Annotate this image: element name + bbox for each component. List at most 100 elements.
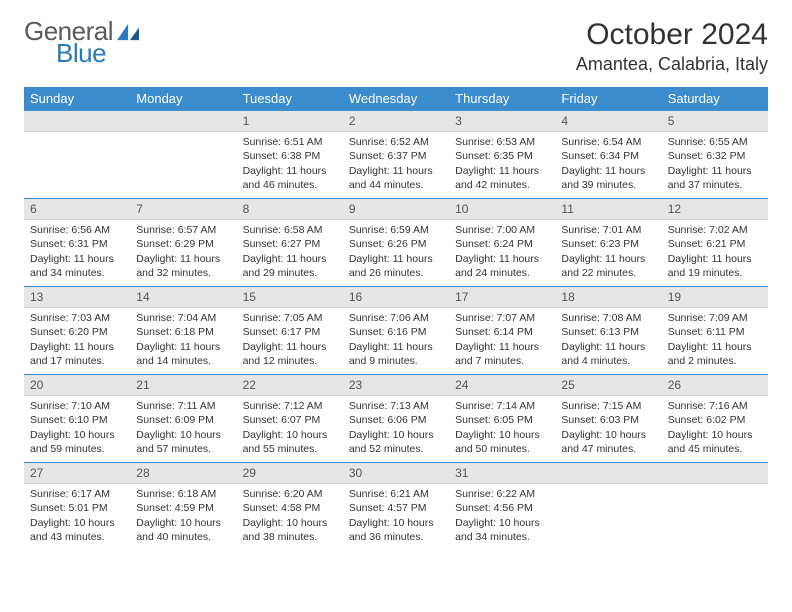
sunrise-text: Sunrise: 7:07 AM xyxy=(455,311,549,325)
day-info: Sunrise: 7:00 AMSunset: 6:24 PMDaylight:… xyxy=(449,220,555,284)
sunrise-text: Sunrise: 6:59 AM xyxy=(349,223,443,237)
sunrise-text: Sunrise: 7:02 AM xyxy=(668,223,762,237)
calendar-cell: 28Sunrise: 6:18 AMSunset: 4:59 PMDayligh… xyxy=(130,462,236,550)
daylight-text: Daylight: 10 hours and 45 minutes. xyxy=(668,428,762,456)
calendar-cell: 25Sunrise: 7:15 AMSunset: 6:03 PMDayligh… xyxy=(555,374,661,462)
day-number: 5 xyxy=(662,110,768,132)
sunset-text: Sunset: 6:31 PM xyxy=(30,237,124,251)
sunset-text: Sunset: 6:20 PM xyxy=(30,325,124,339)
calendar-row: 6Sunrise: 6:56 AMSunset: 6:31 PMDaylight… xyxy=(24,198,768,286)
day-number: 29 xyxy=(237,462,343,484)
daylight-text: Daylight: 11 hours and 42 minutes. xyxy=(455,164,549,192)
calendar-cell xyxy=(662,462,768,550)
sunrise-text: Sunrise: 6:20 AM xyxy=(243,487,337,501)
day-number: 23 xyxy=(343,374,449,396)
day-info: Sunrise: 6:57 AMSunset: 6:29 PMDaylight:… xyxy=(130,220,236,284)
day-info: Sunrise: 7:13 AMSunset: 6:06 PMDaylight:… xyxy=(343,396,449,460)
day-info: Sunrise: 6:58 AMSunset: 6:27 PMDaylight:… xyxy=(237,220,343,284)
sunset-text: Sunset: 6:06 PM xyxy=(349,413,443,427)
calendar-cell: 26Sunrise: 7:16 AMSunset: 6:02 PMDayligh… xyxy=(662,374,768,462)
day-info xyxy=(130,132,236,146)
sunrise-text: Sunrise: 6:57 AM xyxy=(136,223,230,237)
calendar-cell: 13Sunrise: 7:03 AMSunset: 6:20 PMDayligh… xyxy=(24,286,130,374)
sunset-text: Sunset: 6:13 PM xyxy=(561,325,655,339)
sunset-text: Sunset: 6:03 PM xyxy=(561,413,655,427)
day-info: Sunrise: 6:22 AMSunset: 4:56 PMDaylight:… xyxy=(449,484,555,548)
calendar-cell: 20Sunrise: 7:10 AMSunset: 6:10 PMDayligh… xyxy=(24,374,130,462)
daylight-text: Daylight: 11 hours and 37 minutes. xyxy=(668,164,762,192)
sunset-text: Sunset: 6:35 PM xyxy=(455,149,549,163)
day-number: 10 xyxy=(449,198,555,220)
day-number xyxy=(662,462,768,484)
day-number: 22 xyxy=(237,374,343,396)
calendar-cell: 17Sunrise: 7:07 AMSunset: 6:14 PMDayligh… xyxy=(449,286,555,374)
sunrise-text: Sunrise: 7:14 AM xyxy=(455,399,549,413)
daylight-text: Daylight: 11 hours and 34 minutes. xyxy=(30,252,124,280)
day-number: 11 xyxy=(555,198,661,220)
calendar-cell: 10Sunrise: 7:00 AMSunset: 6:24 PMDayligh… xyxy=(449,198,555,286)
sunset-text: Sunset: 6:11 PM xyxy=(668,325,762,339)
sunrise-text: Sunrise: 6:51 AM xyxy=(243,135,337,149)
day-info: Sunrise: 6:17 AMSunset: 5:01 PMDaylight:… xyxy=(24,484,130,548)
sunset-text: Sunset: 6:32 PM xyxy=(668,149,762,163)
calendar-cell: 21Sunrise: 7:11 AMSunset: 6:09 PMDayligh… xyxy=(130,374,236,462)
header: GeneralBlue October 2024 Amantea, Calabr… xyxy=(24,18,768,75)
day-number: 13 xyxy=(24,286,130,308)
day-info: Sunrise: 7:12 AMSunset: 6:07 PMDaylight:… xyxy=(237,396,343,460)
daylight-text: Daylight: 11 hours and 17 minutes. xyxy=(30,340,124,368)
sunrise-text: Sunrise: 7:05 AM xyxy=(243,311,337,325)
day-info: Sunrise: 7:02 AMSunset: 6:21 PMDaylight:… xyxy=(662,220,768,284)
sunrise-text: Sunrise: 6:53 AM xyxy=(455,135,549,149)
day-number: 17 xyxy=(449,286,555,308)
calendar-cell: 11Sunrise: 7:01 AMSunset: 6:23 PMDayligh… xyxy=(555,198,661,286)
title-block: October 2024 Amantea, Calabria, Italy xyxy=(576,18,768,75)
sunrise-text: Sunrise: 7:04 AM xyxy=(136,311,230,325)
day-info: Sunrise: 7:01 AMSunset: 6:23 PMDaylight:… xyxy=(555,220,661,284)
daylight-text: Daylight: 11 hours and 9 minutes. xyxy=(349,340,443,368)
daylight-text: Daylight: 11 hours and 2 minutes. xyxy=(668,340,762,368)
day-info: Sunrise: 7:03 AMSunset: 6:20 PMDaylight:… xyxy=(24,308,130,372)
day-number: 8 xyxy=(237,198,343,220)
daylight-text: Daylight: 10 hours and 57 minutes. xyxy=(136,428,230,456)
day-info: Sunrise: 7:10 AMSunset: 6:10 PMDaylight:… xyxy=(24,396,130,460)
daylight-text: Daylight: 10 hours and 43 minutes. xyxy=(30,516,124,544)
daylight-text: Daylight: 10 hours and 59 minutes. xyxy=(30,428,124,456)
day-info: Sunrise: 7:14 AMSunset: 6:05 PMDaylight:… xyxy=(449,396,555,460)
day-info: Sunrise: 7:11 AMSunset: 6:09 PMDaylight:… xyxy=(130,396,236,460)
daylight-text: Daylight: 10 hours and 36 minutes. xyxy=(349,516,443,544)
calendar-cell: 9Sunrise: 6:59 AMSunset: 6:26 PMDaylight… xyxy=(343,198,449,286)
weekday-header-row: Sunday Monday Tuesday Wednesday Thursday… xyxy=(24,87,768,110)
day-number xyxy=(130,110,236,132)
daylight-text: Daylight: 10 hours and 38 minutes. xyxy=(243,516,337,544)
daylight-text: Daylight: 10 hours and 34 minutes. xyxy=(455,516,549,544)
day-number: 15 xyxy=(237,286,343,308)
sunset-text: Sunset: 6:27 PM xyxy=(243,237,337,251)
weekday-header: Saturday xyxy=(662,87,768,110)
day-number xyxy=(555,462,661,484)
day-number: 27 xyxy=(24,462,130,484)
day-info: Sunrise: 7:07 AMSunset: 6:14 PMDaylight:… xyxy=(449,308,555,372)
calendar-body: 1Sunrise: 6:51 AMSunset: 6:38 PMDaylight… xyxy=(24,110,768,550)
sunrise-text: Sunrise: 7:00 AM xyxy=(455,223,549,237)
calendar-cell: 18Sunrise: 7:08 AMSunset: 6:13 PMDayligh… xyxy=(555,286,661,374)
daylight-text: Daylight: 11 hours and 4 minutes. xyxy=(561,340,655,368)
sunset-text: Sunset: 6:09 PM xyxy=(136,413,230,427)
calendar-cell xyxy=(555,462,661,550)
sunset-text: Sunset: 6:38 PM xyxy=(243,149,337,163)
day-info: Sunrise: 6:21 AMSunset: 4:57 PMDaylight:… xyxy=(343,484,449,548)
day-info: Sunrise: 6:53 AMSunset: 6:35 PMDaylight:… xyxy=(449,132,555,196)
sunrise-text: Sunrise: 6:54 AM xyxy=(561,135,655,149)
daylight-text: Daylight: 10 hours and 47 minutes. xyxy=(561,428,655,456)
day-number: 24 xyxy=(449,374,555,396)
sunset-text: Sunset: 4:58 PM xyxy=(243,501,337,515)
sunrise-text: Sunrise: 6:17 AM xyxy=(30,487,124,501)
day-info: Sunrise: 6:59 AMSunset: 6:26 PMDaylight:… xyxy=(343,220,449,284)
weekday-header: Friday xyxy=(555,87,661,110)
month-title: October 2024 xyxy=(576,18,768,52)
sunrise-text: Sunrise: 7:16 AM xyxy=(668,399,762,413)
daylight-text: Daylight: 11 hours and 19 minutes. xyxy=(668,252,762,280)
sunset-text: Sunset: 6:37 PM xyxy=(349,149,443,163)
sunset-text: Sunset: 6:18 PM xyxy=(136,325,230,339)
calendar-row: 13Sunrise: 7:03 AMSunset: 6:20 PMDayligh… xyxy=(24,286,768,374)
sunset-text: Sunset: 6:17 PM xyxy=(243,325,337,339)
